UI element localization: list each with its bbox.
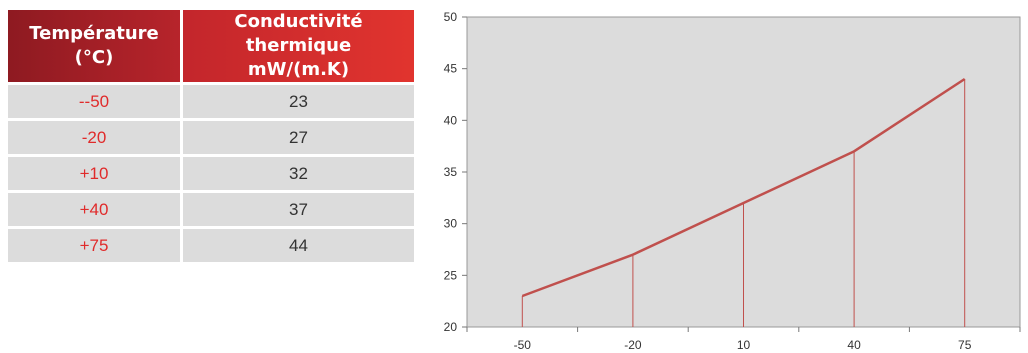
conductivity-chart-container: 20 25 30 35 40 45 50 -50 -20 10 40 75 [426, 0, 1028, 353]
conductivity-cell: 23 [183, 85, 414, 118]
table-row: --50 23 [8, 85, 414, 118]
header-conductivity-line1: Conductivité thermique [234, 11, 363, 56]
x-tick-label: -20 [624, 338, 642, 352]
x-tick-label: 75 [958, 338, 972, 352]
y-tick-label: 25 [444, 268, 458, 282]
temperature-cell: +10 [8, 157, 180, 190]
conductivity-cell: 27 [183, 121, 414, 154]
y-tick-label: 20 [444, 320, 458, 334]
header-temperature: Température (°C) [8, 10, 180, 82]
y-tick-label: 50 [444, 10, 458, 24]
table-row: +10 32 [8, 157, 414, 190]
x-tick-label: 40 [847, 338, 861, 352]
y-tick-label: 45 [444, 62, 458, 76]
header-temperature-line1: Température [29, 23, 159, 44]
conductivity-line-chart: 20 25 30 35 40 45 50 -50 -20 10 40 75 [444, 10, 1021, 352]
y-tick-label: 35 [444, 165, 458, 179]
temperature-cell: --50 [8, 85, 180, 118]
x-tick-label: -50 [514, 338, 532, 352]
temperature-cell: -20 [8, 121, 180, 154]
temperature-cell: +40 [8, 193, 180, 226]
conductivity-cell: 44 [183, 229, 414, 262]
conductivity-cell: 32 [183, 157, 414, 190]
header-conductivity-line2: mW/(m.K) [247, 59, 350, 80]
conductivity-table-container: Température (°C) Conductivité thermique … [8, 10, 420, 262]
y-tick-label: 40 [444, 113, 458, 127]
header-conductivity: Conductivité thermique mW/(m.K) [183, 10, 414, 82]
x-tick-label: 10 [737, 338, 751, 352]
y-tick-label: 30 [444, 217, 458, 231]
table-row: +40 37 [8, 193, 414, 226]
conductivity-cell: 37 [183, 193, 414, 226]
temperature-cell: +75 [8, 229, 180, 262]
table-header-row: Température (°C) Conductivité thermique … [8, 10, 414, 82]
table-row: +75 44 [8, 229, 414, 262]
header-temperature-line2: (°C) [74, 47, 114, 68]
series-line [521, 77, 966, 298]
table-row: -20 27 [8, 121, 414, 154]
conductivity-table: Température (°C) Conductivité thermique … [5, 7, 417, 265]
